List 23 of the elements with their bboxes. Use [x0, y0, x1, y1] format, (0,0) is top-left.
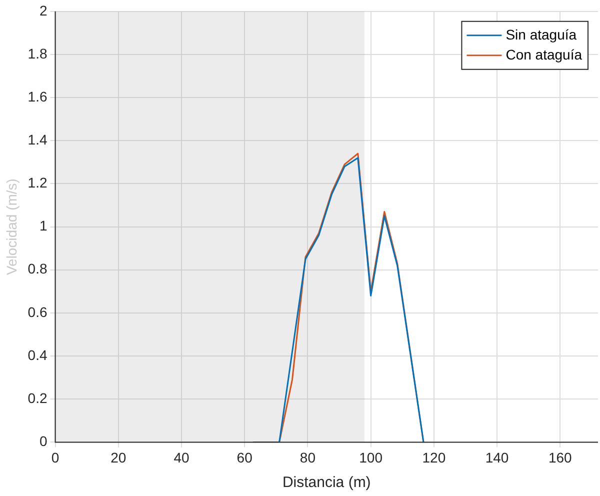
x-tick-label: 80 [300, 449, 316, 466]
x-tick-label: 60 [236, 449, 253, 466]
y-tick-label: 2 [39, 2, 48, 18]
legend-label: Con ataguía [506, 46, 582, 62]
y-tick-label: 1.4 [28, 132, 48, 148]
x-tick-label: 140 [485, 449, 509, 466]
x-tick-label: 160 [548, 449, 572, 466]
y-tick-label: 0.2 [28, 390, 48, 406]
y-tick-label: 0.8 [28, 260, 48, 277]
legend-label: Sin ataguía [506, 26, 577, 42]
x-tick-label: 20 [110, 449, 126, 466]
y-tick-label: 0.4 [28, 346, 48, 363]
y-tick-label: 1.2 [28, 174, 48, 191]
x-tick-label: 40 [174, 449, 190, 466]
y-tick-label: 1 [39, 218, 48, 234]
y-tick-label: 0 [39, 433, 48, 450]
x-tick-label: 120 [422, 449, 446, 466]
x-tick-label: 0 [51, 449, 60, 466]
x-axis-title: Distancia (m) [282, 474, 371, 492]
x-tick-label: 100 [359, 449, 383, 466]
y-tick-label: 1.6 [28, 88, 48, 104]
y-tick-label: 0.6 [28, 304, 48, 320]
y-tick-label: 1.8 [28, 45, 48, 62]
